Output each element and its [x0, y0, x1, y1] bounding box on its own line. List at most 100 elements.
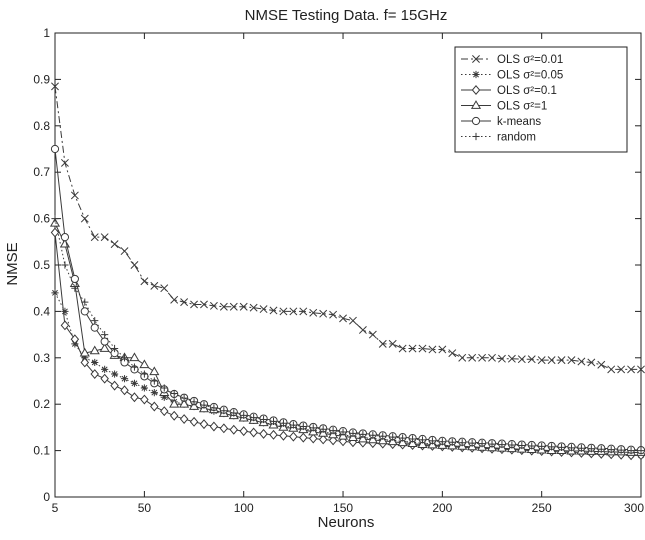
data-point — [537, 356, 546, 365]
data-point — [210, 404, 218, 412]
data-point — [101, 331, 109, 339]
data-point — [488, 353, 496, 362]
data-point — [140, 394, 149, 405]
data-point — [81, 298, 89, 306]
y-tick-label: 0.2 — [33, 397, 50, 411]
x-tick-label: 250 — [532, 501, 552, 515]
x-tick-label: 200 — [432, 501, 452, 515]
data-point — [289, 421, 297, 429]
data-point — [170, 295, 179, 304]
data-point — [110, 344, 119, 353]
y-tick-label: 0 — [43, 490, 50, 504]
y-tick-label: 0.8 — [33, 119, 50, 133]
data-point — [557, 356, 566, 365]
data-point — [159, 406, 169, 417]
data-point — [458, 353, 467, 362]
data-point — [180, 394, 188, 402]
data-point — [379, 432, 387, 440]
data-point — [567, 356, 576, 365]
legend-marker — [472, 132, 480, 141]
data-point — [90, 369, 99, 380]
data-point — [190, 300, 199, 309]
data-point — [239, 426, 248, 437]
data-point — [100, 233, 109, 242]
data-point — [209, 301, 218, 310]
legend-label: OLS σ²=0.01 — [497, 54, 563, 66]
data-point — [448, 438, 456, 446]
legend-label: OLS σ²=0.1 — [497, 85, 557, 97]
data-point — [279, 307, 288, 316]
data-point — [478, 353, 487, 362]
y-axis-title: NMSE — [4, 242, 21, 285]
data-point — [150, 401, 159, 412]
data-point — [199, 419, 209, 430]
data-point — [61, 307, 69, 315]
data-point — [130, 363, 139, 371]
data-point — [339, 314, 347, 323]
data-point — [617, 365, 626, 374]
data-point — [438, 345, 447, 354]
data-point — [309, 308, 318, 317]
data-point — [617, 446, 625, 454]
data-point — [51, 82, 59, 91]
data-point — [49, 217, 61, 227]
data-point — [190, 398, 198, 406]
data-point — [289, 431, 298, 442]
data-point — [60, 158, 69, 167]
data-point — [219, 302, 228, 311]
data-point — [170, 389, 178, 398]
legend-label: random — [497, 132, 536, 144]
data-point — [60, 233, 70, 242]
data-point — [527, 355, 536, 364]
data-point — [129, 352, 140, 362]
legend-entry: OLS σ²=0.01 — [461, 54, 563, 66]
data-point — [458, 439, 466, 447]
data-point — [269, 306, 278, 315]
data-point — [61, 261, 69, 269]
data-point — [428, 345, 437, 354]
data-point — [99, 343, 110, 352]
data-point — [269, 429, 278, 440]
data-point — [408, 435, 417, 443]
data-point — [547, 356, 556, 365]
data-point — [71, 284, 79, 292]
y-tick-label: 0.3 — [33, 351, 50, 365]
data-point — [488, 440, 496, 448]
data-point — [169, 410, 179, 421]
data-point — [399, 434, 407, 442]
data-point — [358, 326, 367, 334]
data-point — [60, 320, 70, 331]
data-point — [587, 358, 596, 367]
data-point — [200, 401, 208, 409]
data-point — [189, 416, 199, 427]
data-point — [299, 422, 307, 431]
x-axis-title: Neurons — [318, 514, 375, 531]
data-point — [179, 414, 189, 425]
data-point — [70, 191, 79, 200]
data-point — [398, 344, 407, 353]
data-point — [367, 434, 378, 444]
y-tick-label: 0.1 — [33, 444, 50, 458]
data-point — [507, 354, 516, 363]
data-point — [188, 401, 200, 410]
series-1 — [51, 82, 645, 374]
data-point — [497, 354, 506, 363]
data-point — [329, 427, 337, 435]
data-point — [339, 428, 347, 436]
data-point — [269, 417, 278, 425]
data-point — [209, 421, 219, 432]
data-point — [179, 398, 190, 408]
data-point — [219, 423, 229, 434]
data-point — [80, 214, 89, 223]
data-point — [299, 432, 308, 443]
data-point — [369, 431, 377, 439]
data-point — [70, 334, 80, 345]
data-point — [567, 444, 576, 452]
data-point — [90, 233, 99, 242]
data-point — [637, 447, 645, 455]
data-point — [309, 424, 317, 432]
y-tick-label: 0.7 — [33, 165, 50, 179]
data-point — [80, 307, 89, 316]
